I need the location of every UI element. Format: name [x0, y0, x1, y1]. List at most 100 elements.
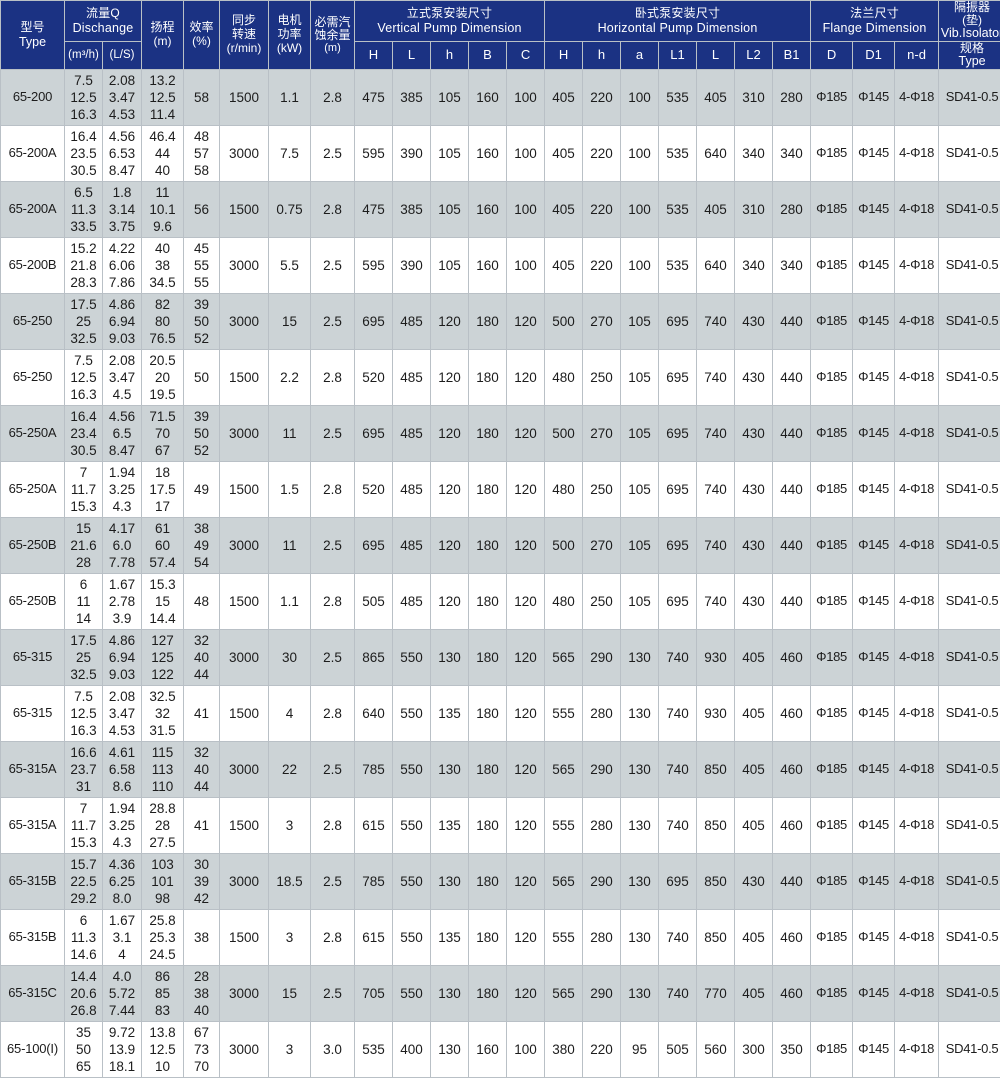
cell-horizontal-h: 220: [583, 126, 621, 182]
cell-speed: 1500: [220, 686, 269, 742]
cell-horizontal-a: 95: [621, 1022, 659, 1078]
cell-isolator-type: SD41-0.5: [939, 798, 1000, 854]
cell-discharge-ls-line: 4.86: [103, 296, 141, 313]
header-horizontal-col-L2: L2: [735, 42, 773, 70]
cell-type: 65-315C: [1, 966, 65, 1022]
cell-horizontal-L: 850: [697, 910, 735, 966]
header-horizontal-col-L: L: [697, 42, 735, 70]
cell-head-line: 127: [142, 632, 183, 649]
cell-horizontal-B1: 460: [773, 798, 811, 854]
cell-vertical-B: 180: [469, 462, 507, 518]
cell-head-line: 86: [142, 968, 183, 985]
cell-flange-nd: 4-Φ18: [895, 70, 939, 126]
cell-vertical-L: 485: [393, 518, 431, 574]
cell-efficiency-line: 45: [184, 240, 219, 257]
cell-discharge-m3h-line: 12.5: [65, 705, 102, 722]
header-horizontal-col-H: H: [545, 42, 583, 70]
cell-flange-nd: 4-Φ18: [895, 126, 939, 182]
cell-head-line: 14.4: [142, 610, 183, 627]
header-discharge-en: Dischange: [65, 21, 141, 35]
cell-discharge-m3h-line: 22.5: [65, 873, 102, 890]
cell-horizontal-L1: 535: [659, 126, 697, 182]
cell-vertical-C: 120: [507, 350, 545, 406]
cell-vertical-H: 595: [355, 126, 393, 182]
cell-horizontal-H: 405: [545, 238, 583, 294]
cell-head-line: 20: [142, 369, 183, 386]
header-discharge-cn: 流量Q: [65, 7, 141, 21]
cell-power: 1.5: [269, 462, 311, 518]
cell-vertical-L: 550: [393, 910, 431, 966]
cell-flange-D1: Φ145: [853, 854, 895, 910]
header-power-unit: (kW): [277, 41, 302, 55]
cell-efficiency-line: 73: [184, 1041, 219, 1058]
cell-horizontal-L: 930: [697, 686, 735, 742]
cell-power: 11: [269, 406, 311, 462]
cell-horizontal-H: 480: [545, 574, 583, 630]
cell-vertical-L: 485: [393, 462, 431, 518]
cell-discharge-ls-line: 2.78: [103, 593, 141, 610]
cell-discharge-m3h-line: 16.6: [65, 744, 102, 761]
cell-discharge-ls-line: 4.53: [103, 106, 141, 123]
cell-npsh: 2.8: [311, 462, 355, 518]
header-horizontal-col-L1: L1: [659, 42, 697, 70]
cell-vertical-h: 120: [431, 294, 469, 350]
cell-discharge-ls-line: 4.61: [103, 744, 141, 761]
cell-vertical-L: 485: [393, 350, 431, 406]
cell-discharge-ls-line: 4.53: [103, 722, 141, 739]
cell-discharge-m3h-line: 35: [65, 1024, 102, 1041]
header-flange-en: Flange Dimension: [811, 21, 938, 35]
cell-horizontal-H: 555: [545, 686, 583, 742]
cell-vertical-H: 520: [355, 462, 393, 518]
cell-speed: 3000: [220, 1022, 269, 1078]
cell-efficiency: 48: [184, 574, 220, 630]
cell-head-line: 85: [142, 985, 183, 1002]
cell-npsh: 2.5: [311, 406, 355, 462]
cell-head-line: 115: [142, 744, 183, 761]
cell-discharge-ls-line: 4.56: [103, 408, 141, 425]
cell-flange-D: Φ185: [811, 406, 853, 462]
header-isolator-sub-en: Type: [939, 55, 1000, 69]
cell-discharge-ls-line: 6.0: [103, 537, 141, 554]
cell-horizontal-a: 105: [621, 574, 659, 630]
cell-discharge-m3h-line: 12.5: [65, 369, 102, 386]
cell-horizontal-L2: 430: [735, 294, 773, 350]
cell-head-line: 46.4: [142, 128, 183, 145]
cell-vertical-C: 100: [507, 126, 545, 182]
cell-type: 65-250: [1, 350, 65, 406]
cell-discharge-ls-line: 5.72: [103, 985, 141, 1002]
header-horizontal-col-a: a: [621, 42, 659, 70]
cell-discharge-m3h-line: 30.5: [65, 162, 102, 179]
cell-vertical-H: 505: [355, 574, 393, 630]
cell-discharge-ls-line: 3.9: [103, 610, 141, 627]
cell-horizontal-a: 130: [621, 686, 659, 742]
cell-horizontal-H: 405: [545, 182, 583, 238]
cell-horizontal-L: 740: [697, 518, 735, 574]
cell-speed: 1500: [220, 910, 269, 966]
cell-discharge-m3h-line: 15.3: [65, 834, 102, 851]
cell-flange-D1: Φ145: [853, 406, 895, 462]
cell-horizontal-L2: 430: [735, 574, 773, 630]
cell-vertical-L: 390: [393, 238, 431, 294]
cell-vertical-h: 105: [431, 126, 469, 182]
cell-vertical-H: 865: [355, 630, 393, 686]
cell-discharge-m3h-line: 16.4: [65, 128, 102, 145]
cell-vertical-h: 130: [431, 742, 469, 798]
cell-discharge-m3h-line: 23.7: [65, 761, 102, 778]
cell-discharge-m3h-line: 17.5: [65, 296, 102, 313]
cell-isolator-type: SD41-0.5: [939, 686, 1000, 742]
cell-type: 65-315A: [1, 742, 65, 798]
cell-efficiency-line: 30: [184, 856, 219, 873]
